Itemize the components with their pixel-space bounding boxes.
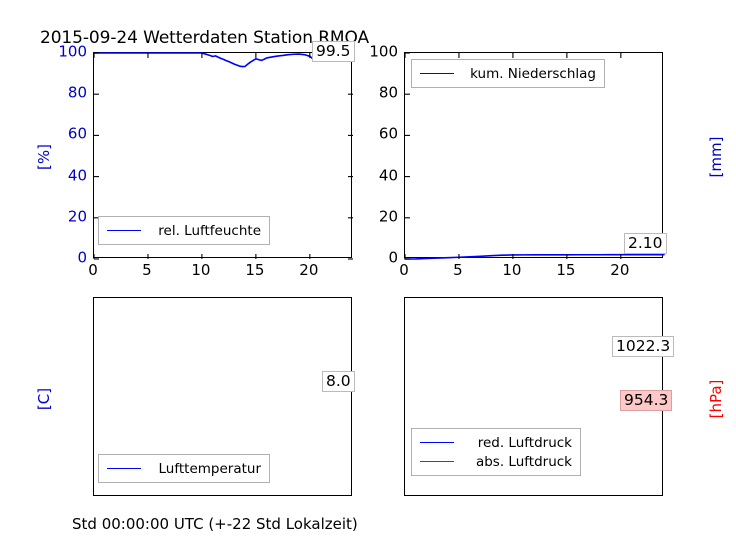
axis-tick-label: 15 (245, 261, 265, 279)
axis-tick-label: 20 (378, 207, 398, 226)
axis-tick-label: 5 (453, 261, 463, 279)
legend-label: abs. Luftdruck (475, 453, 572, 470)
legend-label: kum. Niederschlag (470, 65, 596, 82)
axis-tick-label: 0 (399, 261, 409, 279)
axis-tick-label: 20 (610, 261, 630, 279)
pressure-absolute-value-annotation: 954.3 (620, 390, 673, 412)
precipitation-legend: kum. Niederschlag (411, 59, 605, 88)
page-title: 2015-09-24 Wetterdaten Station RMOA (40, 28, 369, 48)
axis-tick-label: 0 (77, 248, 87, 267)
legend-line-sample-icon (420, 73, 454, 74)
legend-line-sample-icon (420, 461, 454, 462)
legend-line-sample-icon (420, 442, 454, 443)
axis-tick-label: 0 (88, 261, 98, 279)
precipitation-line-chart (404, 52, 665, 260)
legend-line-sample-icon (107, 468, 141, 469)
legend-line-sample-icon (107, 230, 141, 231)
axis-tick-label: 10 (502, 261, 522, 279)
legend-label: red. Luftdruck (477, 434, 572, 451)
humidity-legend: rel. Luftfeuchte (98, 216, 270, 245)
legend-label: rel. Luftfeuchte (158, 222, 261, 239)
legend-item: rel. Luftfeuchte (107, 221, 261, 240)
axis-tick-label: 15 (556, 261, 576, 279)
axis-tick-label: 10 (191, 261, 211, 279)
legend-item: abs. Luftdruck (420, 452, 572, 471)
temperature-legend: Lufttemperatur (98, 454, 270, 483)
x-axis-label: Std 00:00:00 UTC (+-22 Std Lokalzeit) (72, 515, 358, 533)
humidity-value-annotation: 99.5 (312, 41, 355, 63)
axis-tick-label: 20 (299, 261, 319, 279)
axis-tick-label: 20 (67, 207, 87, 226)
pressure-legend: red. Luftdruck abs. Luftdruck (411, 428, 581, 476)
axis-tick-label: 40 (67, 166, 87, 185)
axis-tick-label: 80 (67, 83, 87, 102)
axis-tick-label: 5 (142, 261, 152, 279)
temperature-y-axis-unit: [C] (35, 387, 53, 411)
pressure-right-axis-unit: [hPa] (707, 379, 725, 419)
axis-tick-label: 80 (378, 83, 398, 102)
legend-item: red. Luftdruck (420, 433, 572, 452)
pressure-reduced-value-annotation: 1022.3 (612, 336, 675, 358)
legend-label: Lufttemperatur (158, 460, 262, 477)
axis-tick-label: 100 (58, 42, 87, 61)
axis-tick-label: 60 (67, 124, 87, 143)
legend-item: kum. Niederschlag (420, 64, 596, 83)
temperature-value-annotation: 8.0 (322, 371, 355, 393)
precipitation-y-axis-unit: [mm] (707, 136, 725, 178)
legend-item: Lufttemperatur (107, 459, 261, 478)
axis-tick-label: 60 (378, 124, 398, 143)
humidity-line-chart (93, 52, 354, 260)
precipitation-value-annotation: 2.10 (624, 233, 667, 255)
axis-tick-label: 0 (388, 248, 398, 267)
axis-tick-label: 40 (378, 166, 398, 185)
axis-tick-label: 100 (369, 42, 398, 61)
